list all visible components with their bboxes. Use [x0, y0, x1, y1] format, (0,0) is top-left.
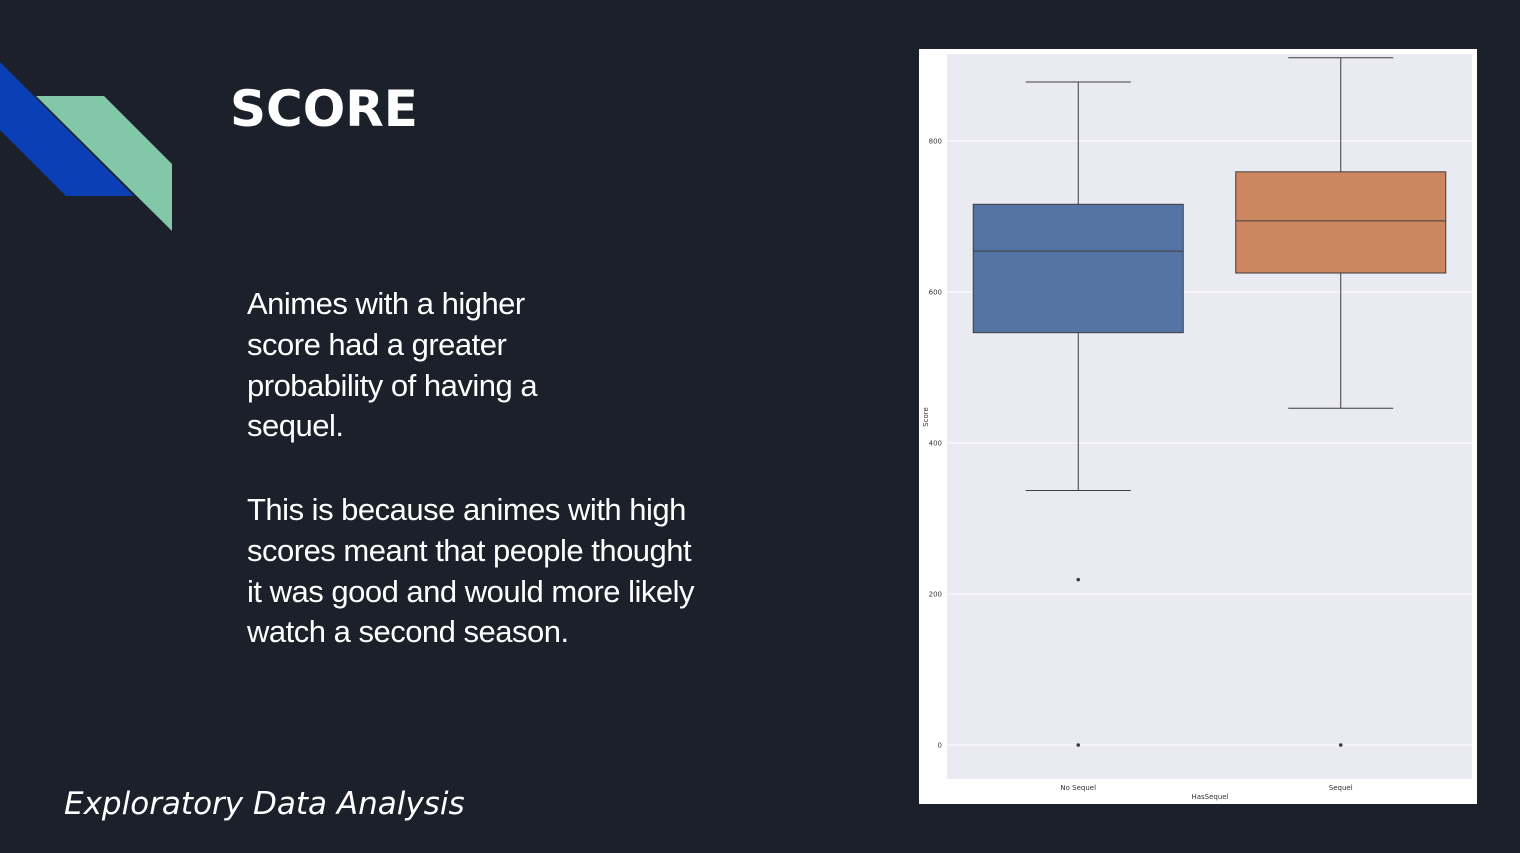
- green-stripe: [36, 96, 172, 231]
- outlier-point: [1076, 743, 1081, 747]
- box-1: [1235, 57, 1447, 747]
- boxes: [972, 57, 1447, 747]
- boxplot-chart: 0 200 400 600 800 No Sequel Sequel HasSequel …: [919, 49, 1477, 804]
- iqr-box: [1235, 171, 1447, 274]
- section-footer: Exploratory Data Analysis: [64, 786, 465, 822]
- finding-paragraph: Animes with a higher score had a greater…: [247, 286, 538, 444]
- decorative-stripes: [0, 62, 172, 231]
- y-tick-labels: 0 200 400 600 800: [929, 137, 942, 749]
- y-tick-label: 800: [929, 137, 942, 145]
- slide-title: SCORE: [230, 80, 418, 138]
- x-axis-label: HasSequel: [1191, 793, 1228, 801]
- x-tick-label: No Sequel: [1060, 784, 1096, 792]
- blue-stripe: [0, 62, 134, 196]
- iqr-box: [972, 203, 1184, 334]
- y-tick-label: 200: [929, 590, 942, 598]
- outlier-point: [1076, 577, 1081, 582]
- y-tick-label: 600: [929, 288, 942, 296]
- x-tick-labels: No Sequel Sequel: [1060, 784, 1352, 792]
- x-tick-label: Sequel: [1329, 784, 1353, 792]
- plot-area: [947, 54, 1472, 779]
- outlier-point: [1338, 743, 1343, 747]
- y-tick-label: 400: [929, 439, 942, 447]
- explanation-paragraph: This is because animes with high scores …: [247, 492, 695, 650]
- y-tick-label: 0: [938, 742, 942, 750]
- box-0: [972, 81, 1184, 747]
- y-axis-label: Score: [922, 407, 930, 427]
